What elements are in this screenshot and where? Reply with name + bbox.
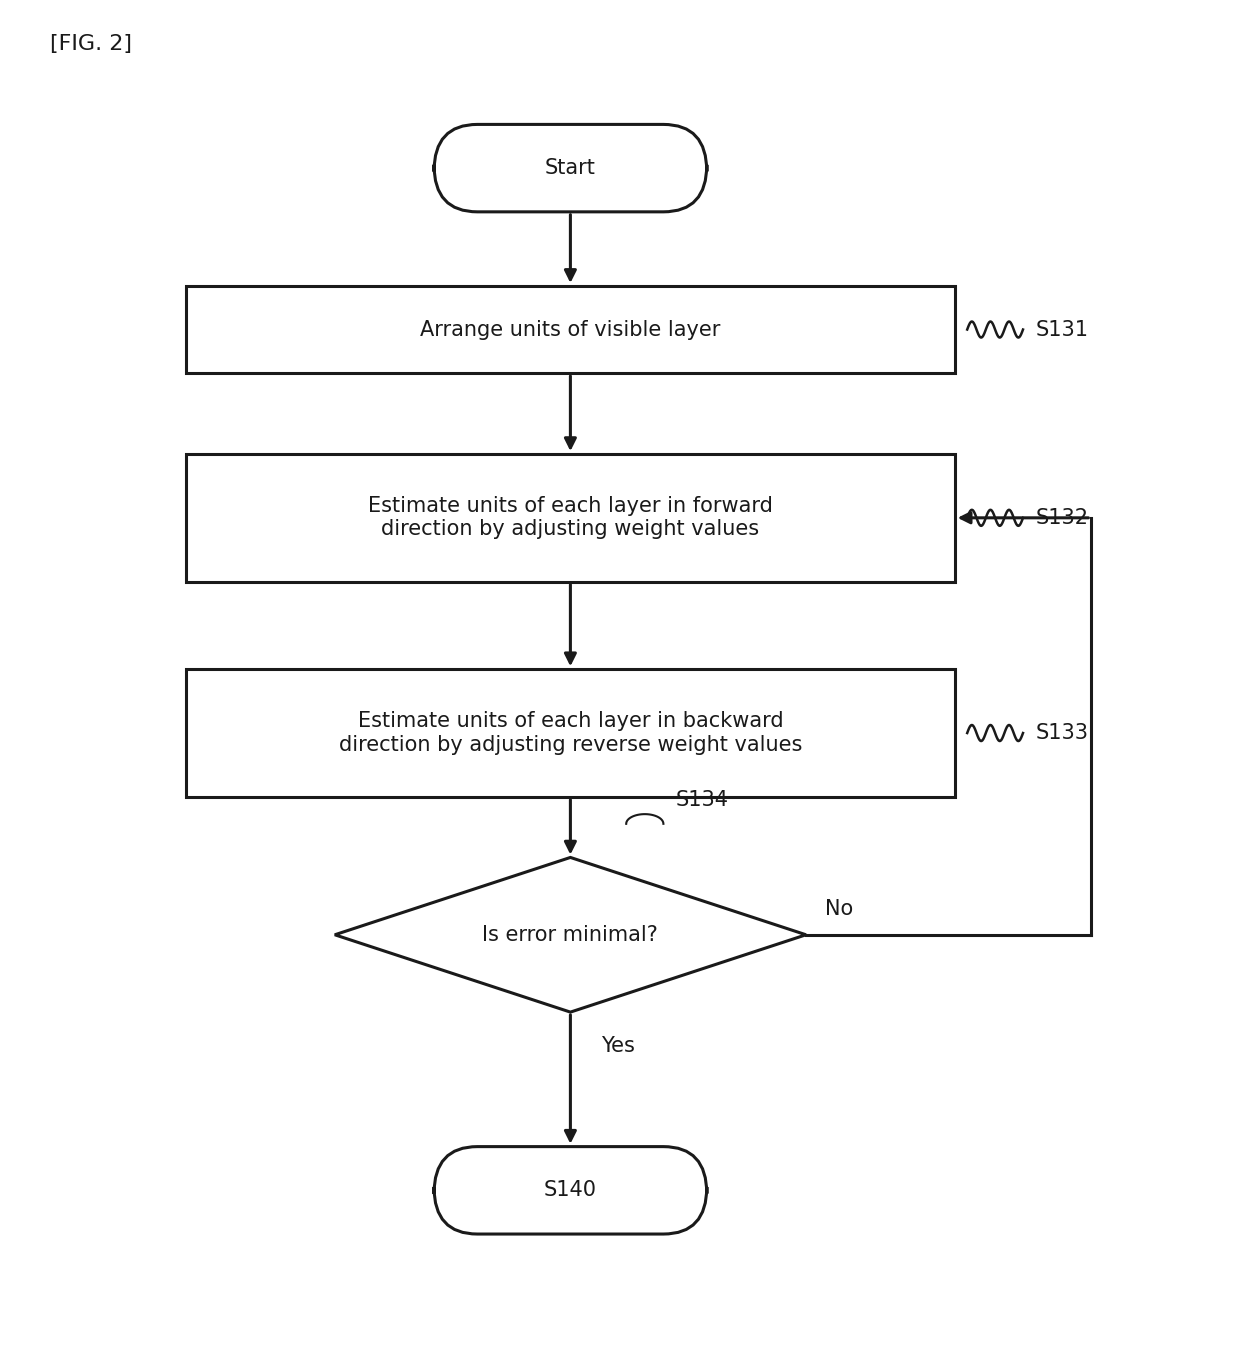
Text: Is error minimal?: Is error minimal? xyxy=(482,925,658,944)
Text: Arrange units of visible layer: Arrange units of visible layer xyxy=(420,320,720,339)
Polygon shape xyxy=(335,858,806,1011)
Text: No: No xyxy=(825,898,853,919)
Text: S131: S131 xyxy=(1035,320,1089,339)
FancyBboxPatch shape xyxy=(434,1146,707,1235)
Bar xyxy=(186,668,955,796)
Text: Estimate units of each layer in forward
direction by adjusting weight values: Estimate units of each layer in forward … xyxy=(368,496,773,539)
Text: Start: Start xyxy=(544,159,596,178)
Text: S140: S140 xyxy=(544,1181,596,1200)
Bar xyxy=(186,285,955,373)
Bar xyxy=(186,455,955,581)
Text: S132: S132 xyxy=(1035,508,1089,527)
Text: S133: S133 xyxy=(1035,724,1089,742)
Text: Estimate units of each layer in backward
direction by adjusting reverse weight v: Estimate units of each layer in backward… xyxy=(339,712,802,755)
Text: S134: S134 xyxy=(676,791,729,810)
FancyBboxPatch shape xyxy=(434,125,707,211)
Text: [FIG. 2]: [FIG. 2] xyxy=(50,34,131,54)
Text: Yes: Yes xyxy=(601,1036,635,1056)
